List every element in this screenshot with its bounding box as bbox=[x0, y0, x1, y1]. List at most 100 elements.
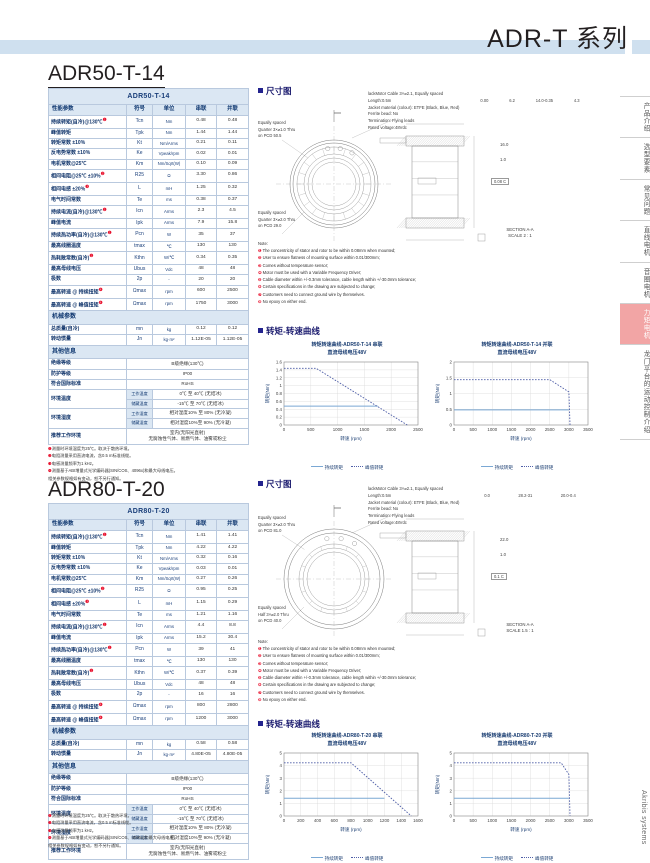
table-row: 最高线圈温度 tmax ℃ 130 130 bbox=[48, 655, 250, 668]
other-value: B级绝缘(130℃) bbox=[125, 773, 250, 785]
footnote-marker: ❷ bbox=[100, 170, 105, 176]
param-value-parallel: 1.44 bbox=[215, 127, 250, 140]
param-unit: kg bbox=[152, 739, 186, 751]
sidebar-tab-4[interactable]: 直线电机 bbox=[620, 221, 650, 263]
param-name: 相间电感 ±20%❸ bbox=[48, 181, 127, 196]
dim-value: 6.2 bbox=[509, 98, 515, 103]
svg-text:转速 (rpm): 转速 (rpm) bbox=[510, 826, 532, 833]
sidebar-tab-7[interactable]: 龙门平台的运动控制介绍 bbox=[620, 345, 650, 441]
footnote-number: ❹ bbox=[48, 468, 52, 474]
other-value: RoHS bbox=[125, 793, 250, 806]
param-value-series: 15.2 bbox=[185, 632, 217, 645]
svg-text:2000: 2000 bbox=[526, 818, 536, 823]
recommend-value: 室内(无阳光直射) 无腐蚀性气体、易燃气体、油雾或粉尘 bbox=[125, 427, 250, 446]
svg-text:2000: 2000 bbox=[526, 427, 536, 432]
note-number: ❼ bbox=[258, 291, 262, 297]
callout-line: Equally spaced bbox=[258, 515, 286, 520]
table-row: 相间电阻@25℃ ±10%❷ R25 Ω 3.30 0.86 bbox=[48, 168, 250, 183]
callout-line: on PCD 81.0 bbox=[258, 528, 282, 534]
callout-1: Equally spaced Quarter 3×⌀2.0 Thru on PCD … bbox=[258, 515, 295, 535]
param-value-parallel: 0.35 bbox=[215, 251, 250, 266]
svg-text:0.8: 0.8 bbox=[276, 391, 283, 396]
column-header-5: 并联 bbox=[215, 104, 250, 116]
svg-text:600: 600 bbox=[331, 818, 339, 823]
param-value-series: 0.10 bbox=[185, 158, 217, 170]
footnote-item: ❶测量时环境温度为25℃。取决于散热环境。 bbox=[48, 813, 132, 818]
dim-value: 22.0 bbox=[500, 537, 509, 542]
param-value-parallel: 130 bbox=[215, 240, 250, 253]
param-value-parallel: 0.12 bbox=[215, 324, 250, 336]
table-row: 相间电阻@25℃ ±10%❷ R25 Ω 0.95 0.25 bbox=[48, 583, 250, 598]
table-row: 转矩常数 ±10% Kt Nm/Arms 0.21 0.11 bbox=[48, 138, 250, 150]
drawing-wrapper-1 bbox=[262, 96, 492, 261]
svg-text:0: 0 bbox=[453, 818, 456, 823]
param-name: 最高母线电压 bbox=[48, 264, 127, 276]
note-number: ❸ bbox=[258, 660, 262, 666]
footnote-marker: ❶ bbox=[102, 531, 107, 537]
note-number: ❼ bbox=[258, 689, 262, 695]
sidebar-tab-6[interactable]: 力矩电机 bbox=[620, 304, 650, 346]
param-name: 电气时间常数 bbox=[48, 194, 127, 206]
param-symbol: mn bbox=[126, 739, 153, 751]
param-symbol: Jn bbox=[126, 749, 153, 761]
param-value-series: 1.25 bbox=[185, 181, 217, 196]
note-number: ❽ bbox=[258, 696, 262, 702]
param-name: 最高转速 @ 峰值扭矩❹ bbox=[48, 297, 127, 312]
param-symbol: L bbox=[126, 596, 153, 611]
table-row-recommend: 推荐工作环境 室内(无阳光直射) 无腐蚀性气体、易燃气体、油雾或粉尘 bbox=[48, 427, 250, 446]
gdt-box-1: 0.08 C bbox=[491, 178, 510, 185]
svg-text:0: 0 bbox=[283, 427, 286, 432]
other-name: 符合国际标准 bbox=[48, 793, 127, 806]
chart-2-2: 转矩转速曲线-ADR80-T-20 并联 直流母线电压48V 0 1 2 3 4 5 0 500 1… bbox=[432, 733, 602, 862]
column-header-1: 性能参数 bbox=[48, 104, 127, 116]
param-value-series: 0.38 bbox=[185, 194, 217, 206]
param-unit: rpm bbox=[152, 297, 186, 312]
param-unit: Nm bbox=[152, 127, 186, 140]
callout-line: Equally spaced bbox=[258, 605, 286, 610]
chart-legend: 持续转矩 峰值转矩 bbox=[432, 465, 602, 471]
table-row-recommend: 推荐工作环境 室内(无阳光直射) 无腐蚀性气体、易燃气体、油雾或粉尘 bbox=[48, 842, 250, 861]
other-value: IP00 bbox=[125, 368, 250, 380]
param-value-parallel: 0.01 bbox=[215, 148, 250, 160]
drawing-heading-1: 尺寸图 bbox=[258, 85, 292, 97]
note-number: ❹ bbox=[258, 667, 262, 673]
dim-value: 0.00 bbox=[480, 98, 489, 103]
callout-line: on PCD 29.0 bbox=[258, 223, 282, 229]
legend-item: 持续转矩 bbox=[310, 465, 343, 471]
svg-text:0.4: 0.4 bbox=[276, 407, 283, 412]
cable-note-line: Rated voltage:48Vdc bbox=[368, 519, 407, 525]
sidebar-tab-3[interactable]: 常见问题 bbox=[620, 180, 650, 222]
env-name: 环境湿度 bbox=[48, 408, 127, 429]
column-header-4: 串联 bbox=[185, 104, 217, 116]
svg-text:400: 400 bbox=[314, 818, 322, 823]
env-sub-label: 工作湿度 bbox=[126, 408, 153, 420]
recommend-value: 室内(无阳光直射) 无腐蚀性气体、易燃气体、油雾或粉尘 bbox=[125, 842, 250, 861]
env-value: 相对湿度10% 至 80% (无冷凝) bbox=[151, 408, 250, 420]
table-row: 反电势常数 ±10% Ke Vpeak/rpm 0.03 0.01 bbox=[48, 563, 250, 575]
param-name: 转动惯量 bbox=[48, 334, 127, 346]
sidebar-tab-5[interactable]: 音圈电机 bbox=[620, 263, 650, 305]
footnote-marker: ❶ bbox=[102, 621, 107, 627]
param-unit: Arms bbox=[152, 217, 186, 230]
sidebar-tab-2[interactable]: 选型要素 bbox=[620, 138, 650, 180]
note-number: ❷ bbox=[258, 653, 262, 659]
sidebar-tab-1[interactable]: 产品介绍 bbox=[620, 96, 650, 139]
chart-title: 转矩转速曲线-ADR50-T-14 串联 直流母线电压48V bbox=[262, 342, 432, 357]
note-number: ❶ bbox=[258, 646, 262, 652]
curve-heading-2: 转矩-转速曲线 bbox=[258, 718, 320, 730]
footnote-marker: ❶ bbox=[89, 253, 94, 259]
table-row: 最高线圈温度 tmax ℃ 130 130 bbox=[48, 240, 250, 253]
footnotes-1: ❶测量时环境温度为25℃。取决于散热环境。 ❷电阻测量采用直流电流，含0.5 m标… bbox=[48, 445, 258, 483]
param-symbol: mn bbox=[126, 324, 153, 336]
column-header-1: 性能参数 bbox=[48, 519, 127, 531]
chart-svg-1: 0 0.2 0.4 0.6 0.8 1 1.2 1.4 1.6 0 500 1000 1500 2000 2… bbox=[264, 360, 423, 442]
svg-text:2: 2 bbox=[450, 360, 453, 365]
note-number: ❶ bbox=[258, 248, 262, 254]
table-row: 最高转速 @ 持续扭矩❹ Ωmax rpm 600 2500 bbox=[48, 284, 250, 299]
param-unit: Vpeak/rpm bbox=[152, 563, 186, 575]
param-unit: W/℃ bbox=[152, 251, 186, 266]
param-symbol: Pcn bbox=[126, 228, 153, 242]
dim-value: 20.0-0.4 bbox=[560, 493, 576, 498]
svg-text:5: 5 bbox=[450, 751, 453, 756]
other-name: 防护等级 bbox=[48, 783, 127, 795]
